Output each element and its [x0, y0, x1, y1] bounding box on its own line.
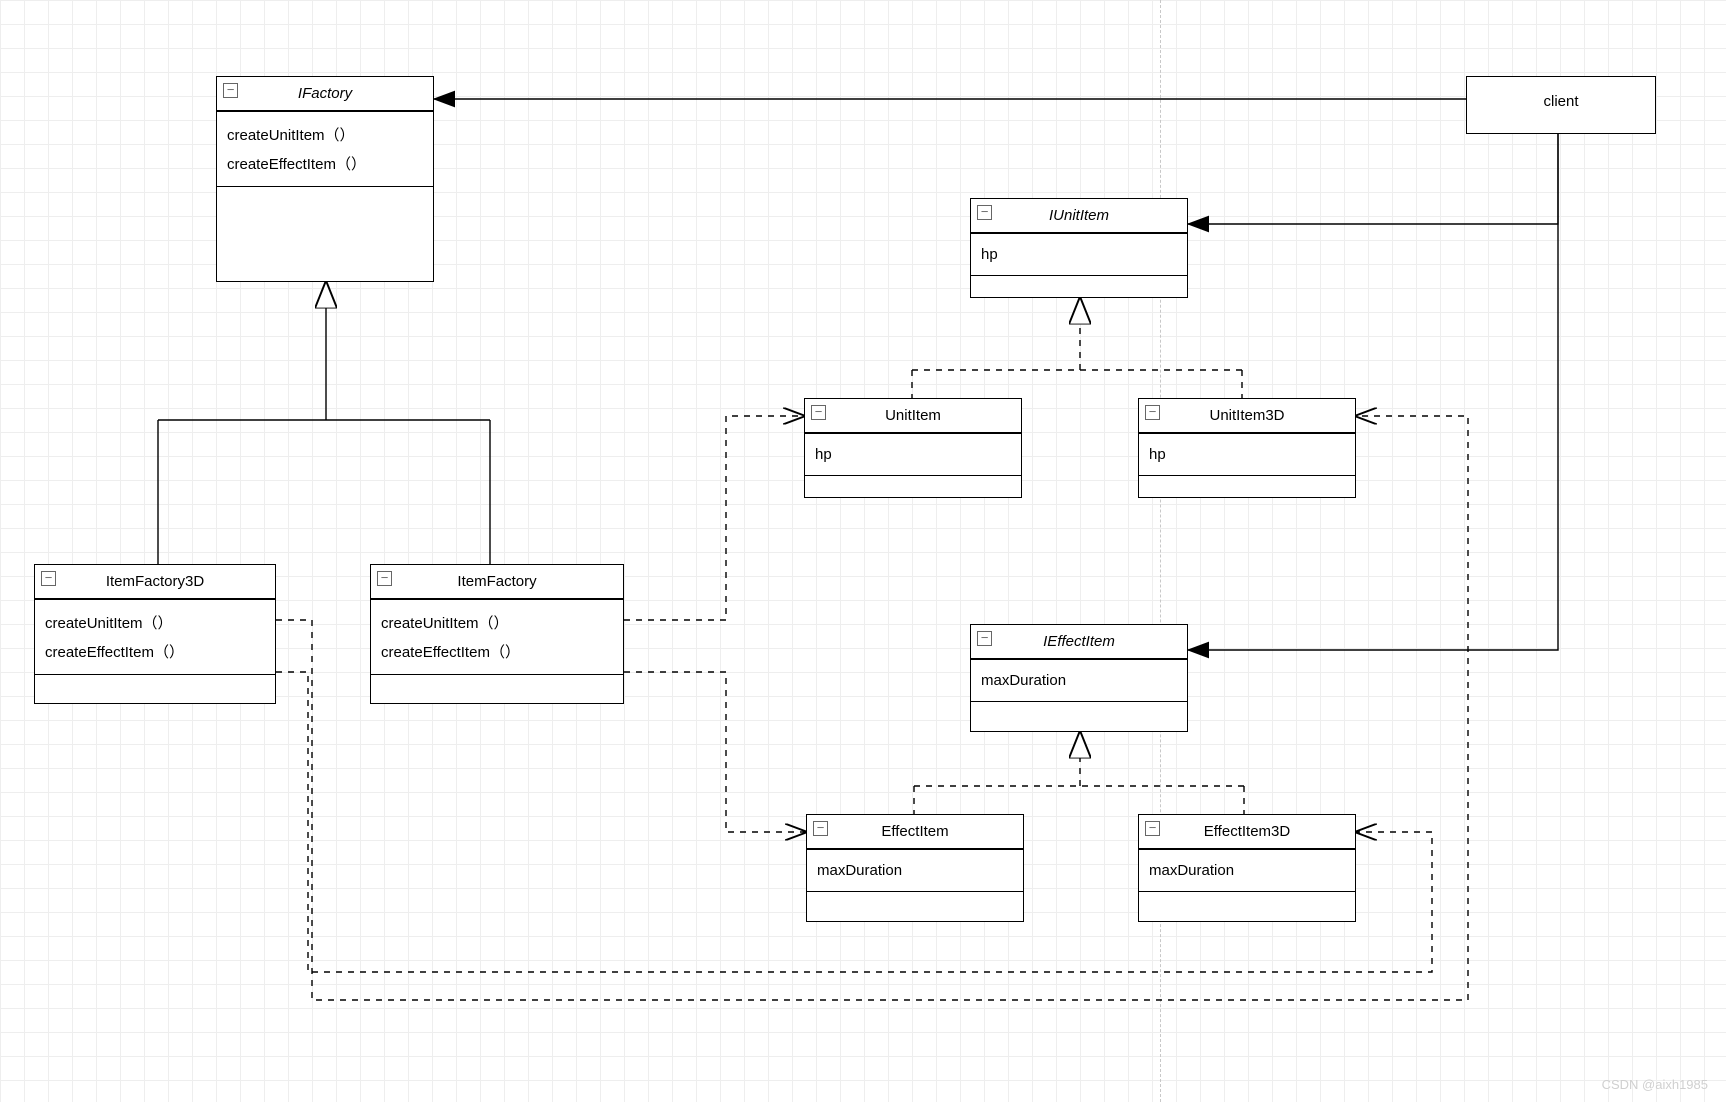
class-ops: [971, 702, 1187, 716]
edge-itemfactory-unititem: [624, 416, 804, 620]
edge-itemfactory-effectitem: [624, 672, 806, 832]
class-title: − IUnitItem: [971, 199, 1187, 233]
title-text: ItemFactory3D: [106, 573, 204, 590]
class-unititem[interactable]: − UnitItem hp: [804, 398, 1022, 498]
watermark-text: CSDN @aixh1985: [1602, 1077, 1708, 1092]
class-ifactory[interactable]: − IFactory createUnitItem（） createEffect…: [216, 76, 434, 282]
class-ops: [805, 476, 1021, 490]
edge-client-iunititem: [1188, 134, 1558, 224]
collapse-icon[interactable]: −: [41, 571, 56, 586]
class-itemfactory3d[interactable]: − ItemFactory3D createUnitItem（） createE…: [34, 564, 276, 704]
class-attrs: maxDuration: [1139, 850, 1355, 892]
class-attrs: createUnitItem（） createEffectItem（）: [217, 112, 433, 187]
collapse-icon[interactable]: −: [811, 405, 826, 420]
title-text: IUnitItem: [1049, 207, 1109, 224]
title-text: EffectItem3D: [1204, 823, 1290, 840]
class-attrs: hp: [805, 434, 1021, 476]
class-title: − ItemFactory3D: [35, 565, 275, 599]
class-ops: [807, 892, 1023, 906]
class-attrs: maxDuration: [971, 660, 1187, 702]
class-attrs: hp: [1139, 434, 1355, 476]
class-title: − ItemFactory: [371, 565, 623, 599]
title-text: EffectItem: [881, 823, 948, 840]
class-attrs: maxDuration: [807, 850, 1023, 892]
class-attrs: createUnitItem（） createEffectItem（）: [371, 600, 623, 675]
edge-client-ieffectitem: [1188, 134, 1558, 650]
collapse-icon[interactable]: −: [1145, 405, 1160, 420]
collapse-icon[interactable]: −: [977, 205, 992, 220]
title-text: UnitItem3D: [1209, 407, 1284, 424]
class-ops: [1139, 892, 1355, 906]
class-title: − UnitItem3D: [1139, 399, 1355, 433]
class-ops: [35, 675, 275, 689]
title-text: UnitItem: [885, 407, 941, 424]
class-effectitem[interactable]: − EffectItem maxDuration: [806, 814, 1024, 922]
class-itemfactory[interactable]: − ItemFactory createUnitItem（） createEff…: [370, 564, 624, 704]
class-ieffectitem[interactable]: − IEffectItem maxDuration: [970, 624, 1188, 732]
class-effectitem3d[interactable]: − EffectItem3D maxDuration: [1138, 814, 1356, 922]
class-iunititem[interactable]: − IUnitItem hp: [970, 198, 1188, 298]
title-text: IEffectItem: [1043, 633, 1115, 650]
class-attrs: createUnitItem（） createEffectItem（）: [35, 600, 275, 675]
class-title: − EffectItem: [807, 815, 1023, 849]
title-text: ItemFactory: [457, 573, 536, 590]
class-unititem3d[interactable]: − UnitItem3D hp: [1138, 398, 1356, 498]
class-client[interactable]: client: [1466, 76, 1656, 134]
class-title: − UnitItem: [805, 399, 1021, 433]
class-ops: [971, 276, 1187, 290]
class-title: − IFactory: [217, 77, 433, 111]
collapse-icon[interactable]: −: [977, 631, 992, 646]
class-ops: [1139, 476, 1355, 490]
collapse-icon[interactable]: −: [223, 83, 238, 98]
class-attrs: hp: [971, 234, 1187, 276]
collapse-icon[interactable]: −: [377, 571, 392, 586]
title-text: IFactory: [298, 85, 352, 102]
collapse-icon[interactable]: −: [813, 821, 828, 836]
title-text: client: [1543, 93, 1578, 110]
class-ops: [217, 187, 433, 213]
guideline-vertical: [1160, 0, 1161, 1102]
class-title: − IEffectItem: [971, 625, 1187, 659]
collapse-icon[interactable]: −: [1145, 821, 1160, 836]
class-ops: [371, 675, 623, 689]
class-title: − EffectItem3D: [1139, 815, 1355, 849]
